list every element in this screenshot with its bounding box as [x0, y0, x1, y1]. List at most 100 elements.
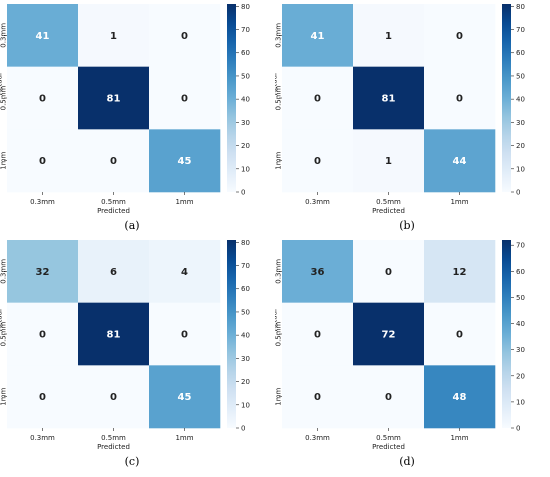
heatmap-cell — [353, 4, 425, 67]
heatmap-cell — [78, 365, 150, 429]
colorbar-tick-label: 40 — [241, 332, 250, 340]
panel-label: (b) — [399, 219, 415, 232]
y-tick-label: 0.3mm — [275, 259, 283, 284]
cell-value-label: 0 — [314, 156, 321, 167]
heatmap-cell — [353, 302, 425, 366]
colorbar-tick-label: 50 — [241, 72, 250, 80]
colorbar-tick-label: 0 — [241, 189, 245, 197]
colorbar-tick-label: 60 — [516, 49, 525, 57]
x-axis-label: Predicted — [372, 207, 405, 215]
panel-label: (d) — [399, 455, 415, 468]
panel-label: (a) — [124, 219, 139, 232]
cell-value-label: 4 — [181, 267, 188, 278]
cell-value-label: 0 — [110, 156, 117, 167]
x-tick-label: 0.5mm — [376, 198, 401, 206]
heatmap-cell — [149, 302, 221, 366]
heatmap-cell — [78, 66, 150, 130]
x-axis-label: Predicted — [372, 443, 405, 451]
x-tick-label: 0.5mm — [376, 434, 401, 442]
heatmap-cell — [7, 365, 79, 429]
colorbar-tick-label: 70 — [516, 26, 525, 34]
cell-value-label: 0 — [456, 330, 463, 341]
y-tick-label: 0.5mm — [275, 85, 283, 110]
x-tick-label: 0.3mm — [305, 198, 330, 206]
heatmap-cell — [282, 4, 354, 67]
colorbar-tick-label: 50 — [241, 308, 250, 316]
y-tick-label: 0.3mm — [275, 23, 283, 48]
confusion-matrix-d: 36 0 12 0 72 0 0 0 48 0.3mm 0.5mm 1mm Predicted 0.3mm… — [271, 240, 525, 468]
x-tick-label: 0.3mm — [305, 434, 330, 442]
panel-b: 41 1 0 0 81 0 0 1 44 0.3mm 0.5mm 1mm Predicted 0.3mm 0… — [271, 0, 550, 240]
cell-value-label: 0 — [181, 31, 188, 42]
y-tick-label: 1mm — [0, 387, 8, 405]
heatmap-cell — [7, 4, 79, 67]
y-tick-label: 1mm — [275, 151, 283, 169]
heatmap-cell — [353, 240, 425, 303]
heatmap-cell — [282, 66, 354, 130]
colorbar-tick-label: 30 — [516, 346, 525, 354]
heatmap-cells — [282, 240, 496, 429]
cell-value-label: 12 — [453, 267, 467, 278]
y-tick-label: 0.5mm — [0, 321, 8, 346]
colorbar-tick-label: 10 — [241, 165, 250, 173]
colorbar-tick-label: 50 — [516, 72, 525, 80]
confusion-matrix-b: 41 1 00 81 00 1 440.3mm 0.5mm 1mmPredicted0.3mm0… — [271, 3, 525, 232]
heatmap-cell — [78, 4, 150, 67]
cell-value-label: 0 — [385, 392, 392, 403]
heatmap-cell — [78, 129, 150, 193]
cell-value-label: 6 — [110, 267, 117, 278]
colorbar-tick-label: 40 — [516, 96, 525, 104]
heatmap-cell — [78, 240, 150, 303]
colorbar-tick-label: 0 — [516, 425, 520, 433]
panel-d: 36 0 12 0 72 0 0 0 48 0.3mm 0.5mm 1mm Predicted 0.3mm… — [271, 236, 550, 477]
colorbar-tick-label: 70 — [516, 242, 525, 250]
heatmap-cell — [149, 66, 221, 130]
confusion-matrix-c: 32 6 40 81 00 0 450.3mm 0.5mm 1mmPredicted0.3mm0… — [0, 239, 250, 468]
cell-value-label: 1 — [385, 31, 392, 42]
x-tick-label: 0.3mm — [30, 434, 55, 442]
cell-value-label: 0 — [181, 330, 188, 341]
heatmap-cell — [353, 129, 425, 193]
colorbar-tick-label: 30 — [241, 355, 250, 363]
cell-value-label: 45 — [178, 156, 192, 167]
heatmap-cell — [7, 302, 79, 366]
y-tick-label: 0.5mm — [0, 85, 8, 110]
heatmap-cell — [7, 129, 79, 193]
colorbar — [502, 4, 511, 192]
x-tick-label: 1mm — [175, 198, 193, 206]
cell-value-label: 48 — [453, 392, 467, 403]
cell-value-label: 0 — [39, 392, 46, 403]
heatmap-cell — [353, 365, 425, 429]
colorbar-tick-label: 70 — [241, 26, 250, 34]
colorbar-tick-label: 40 — [241, 96, 250, 104]
y-tick-label: 1mm — [0, 151, 8, 169]
panel-c: 32 6 4 0 81 0 0 0 45 0.3mm 0.5mm 1mm Predicted 0.3mm 0… — [0, 236, 275, 477]
x-tick-label: 0.5mm — [101, 434, 126, 442]
x-tick-label: 0.5mm — [101, 198, 126, 206]
colorbar-tick-label: 30 — [241, 119, 250, 127]
cell-value-label: 0 — [314, 94, 321, 105]
colorbar-tick-label: 80 — [241, 3, 250, 11]
colorbar-tick-label: 30 — [516, 119, 525, 127]
cell-value-label: 0 — [314, 392, 321, 403]
cell-value-label: 1 — [110, 31, 117, 42]
colorbar-tick-label: 50 — [516, 294, 525, 302]
cell-value-label: 0 — [39, 330, 46, 341]
panel-label: (c) — [125, 455, 140, 468]
colorbar-tick-label: 20 — [516, 372, 525, 380]
colorbar — [227, 4, 236, 192]
colorbar-tick-label: 20 — [516, 142, 525, 150]
panel-a: 41 1 0 0 81 0 0 0 45 0.3mm 0.5mm 1mm Predicted 0.3mm 0… — [0, 0, 275, 240]
cell-value-label: 45 — [178, 392, 192, 403]
x-axis-label: Predicted — [97, 443, 130, 451]
colorbar-tick-label: 60 — [241, 49, 250, 57]
cell-value-label: 41 — [311, 31, 325, 42]
heatmap-cell — [149, 365, 221, 429]
colorbar — [227, 240, 236, 428]
heatmap-cell — [424, 129, 496, 193]
heatmap-cell — [78, 302, 150, 366]
cell-value-label: 81 — [107, 94, 121, 105]
cell-value-label: 0 — [39, 156, 46, 167]
y-axis-label: Actual — [275, 73, 279, 95]
y-tick-label: 0.5mm — [275, 321, 283, 346]
